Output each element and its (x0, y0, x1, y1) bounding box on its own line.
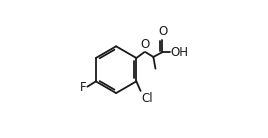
Text: O: O (140, 38, 149, 51)
Text: OH: OH (171, 46, 189, 59)
Text: O: O (158, 25, 167, 38)
Text: F: F (80, 81, 87, 94)
Text: Cl: Cl (141, 92, 153, 105)
